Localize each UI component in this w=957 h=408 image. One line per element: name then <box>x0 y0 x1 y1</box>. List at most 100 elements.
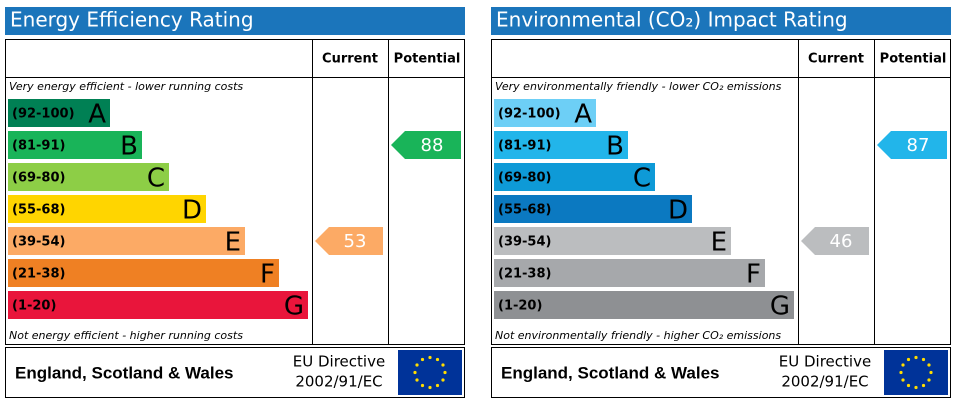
band-letter: C <box>633 164 651 194</box>
band-range: (55-68) <box>498 203 551 218</box>
band-letter: C <box>147 164 165 194</box>
footer-directive: EU Directive <box>293 353 385 371</box>
band-letter: B <box>120 132 138 162</box>
band-letter: F <box>260 260 275 290</box>
band-range: (69-80) <box>498 171 551 186</box>
rating-value: 46 <box>830 231 853 252</box>
rating-band <box>8 131 142 159</box>
table-frame <box>5 39 465 345</box>
band-letter: F <box>746 260 761 290</box>
rating-band <box>494 227 731 255</box>
band-range: (39-54) <box>12 235 65 250</box>
eu-star <box>428 355 432 360</box>
eu-star <box>415 378 419 382</box>
rating-band <box>8 227 245 255</box>
eu-star <box>914 385 918 390</box>
footer-directive-code: 2002/91/EC <box>781 373 868 391</box>
eu-star <box>927 363 931 367</box>
band-range: (39-54) <box>498 235 551 250</box>
eu-star <box>906 383 911 388</box>
column-header: Current <box>808 52 864 67</box>
rating-arrow <box>801 227 869 255</box>
rating-band <box>8 291 308 319</box>
eu-star <box>435 357 440 362</box>
rating-band <box>494 163 655 191</box>
band-letter: A <box>574 100 592 130</box>
footer-directive-code: 2002/91/EC <box>295 373 382 391</box>
band-range: (21-38) <box>498 267 551 282</box>
eu-star <box>441 378 445 382</box>
bottom-note: Not environmentally friendly - higher CO… <box>495 329 781 342</box>
band-range: (55-68) <box>12 203 65 218</box>
footer-directive: EU Directive <box>779 353 871 371</box>
rating-value: 87 <box>907 135 930 156</box>
rating-band <box>494 131 628 159</box>
eu-star <box>415 363 419 367</box>
band-range: (81-91) <box>498 139 551 154</box>
eu-star <box>420 383 425 388</box>
eu-star <box>901 378 905 382</box>
eu-star <box>921 383 926 388</box>
eu-star <box>435 383 440 388</box>
top-note: Very energy efficient - lower running co… <box>9 80 243 93</box>
table-frame <box>491 39 951 345</box>
band-range: (21-38) <box>12 267 65 282</box>
column-header: Potential <box>880 52 947 67</box>
footer-frame <box>5 347 465 398</box>
rating-panel: Environmental (CO₂) Impact Rating Current… <box>491 7 951 398</box>
rating-band <box>494 259 765 287</box>
panel-title: Environmental (CO₂) Impact Rating <box>496 8 848 32</box>
eu-star <box>428 385 432 390</box>
rating-arrow <box>391 131 461 159</box>
rating-band <box>494 291 794 319</box>
band-letter: B <box>606 132 624 162</box>
band-range: (1-20) <box>12 299 56 314</box>
top-note: Very environmentally friendly - lower CO… <box>495 80 782 93</box>
footer-frame <box>491 347 951 398</box>
band-range: (1-20) <box>498 299 542 314</box>
band-range: (92-100) <box>12 107 75 122</box>
rating-band <box>8 259 279 287</box>
title-bar <box>491 7 951 35</box>
band-letter: A <box>88 100 106 130</box>
rating-band <box>494 99 596 127</box>
eu-star <box>927 378 931 382</box>
eu-star <box>929 370 933 375</box>
band-letter: D <box>668 196 688 226</box>
footer-region: England, Scotland & Wales <box>501 363 720 382</box>
band-letter: D <box>182 196 202 226</box>
rating-value: 53 <box>344 231 367 252</box>
rating-band <box>8 163 169 191</box>
rating-band <box>8 195 206 223</box>
rating-arrow <box>315 227 383 255</box>
bottom-note: Not energy efficient - higher running co… <box>9 329 243 342</box>
band-letter: E <box>225 228 241 258</box>
rating-arrow <box>877 131 947 159</box>
title-bar <box>5 7 465 35</box>
eu-star <box>420 357 425 362</box>
rating-panel: Energy Efficiency Rating Current Potential… <box>5 7 465 398</box>
band-range: (81-91) <box>12 139 65 154</box>
column-header: Current <box>322 52 378 67</box>
band-range: (69-80) <box>12 171 65 186</box>
column-header: Potential <box>394 52 461 67</box>
band-letter: E <box>711 228 727 258</box>
rating-value: 88 <box>421 135 444 156</box>
band-range: (92-100) <box>498 107 561 122</box>
eu-star <box>906 357 911 362</box>
eu-star <box>914 355 918 360</box>
footer-region: England, Scotland & Wales <box>15 363 234 382</box>
band-letter: G <box>284 292 304 322</box>
panel-title: Energy Efficiency Rating <box>10 8 254 32</box>
eu-star <box>441 363 445 367</box>
band-letter: G <box>770 292 790 322</box>
eu-star <box>443 370 447 375</box>
eu-star <box>413 370 417 375</box>
eu-star <box>901 363 905 367</box>
eu-star <box>921 357 926 362</box>
eu-star <box>899 370 903 375</box>
rating-band <box>494 195 692 223</box>
rating-band <box>8 99 110 127</box>
